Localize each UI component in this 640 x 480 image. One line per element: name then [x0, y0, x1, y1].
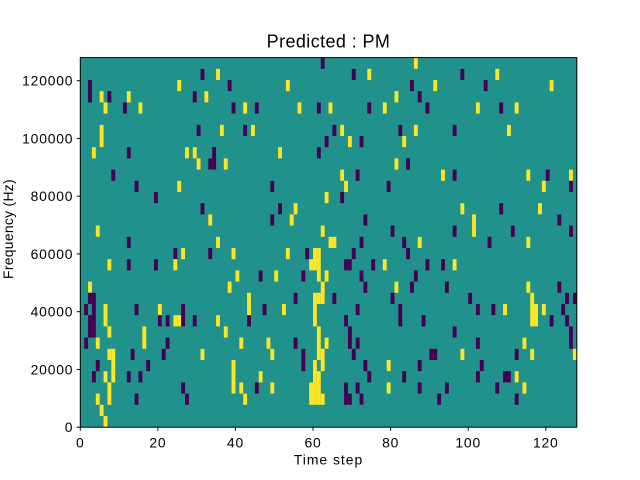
svg-text:40: 40 — [227, 435, 244, 451]
svg-text:80000: 80000 — [31, 188, 74, 204]
svg-text:80: 80 — [382, 435, 399, 451]
svg-text:0: 0 — [76, 435, 85, 451]
svg-text:Time step: Time step — [294, 452, 363, 468]
svg-text:100000: 100000 — [22, 130, 73, 146]
svg-text:0: 0 — [65, 419, 74, 435]
svg-text:60000: 60000 — [31, 246, 74, 262]
svg-text:Frequency (Hz): Frequency (Hz) — [0, 179, 16, 279]
svg-text:40000: 40000 — [31, 304, 74, 320]
svg-text:120: 120 — [533, 435, 559, 451]
svg-text:100: 100 — [455, 435, 481, 451]
svg-text:120000: 120000 — [22, 73, 73, 89]
svg-text:20000: 20000 — [31, 361, 74, 377]
svg-text:60: 60 — [304, 435, 321, 451]
svg-text:20: 20 — [149, 435, 166, 451]
svg-text:Predicted : PM: Predicted : PM — [267, 31, 391, 51]
